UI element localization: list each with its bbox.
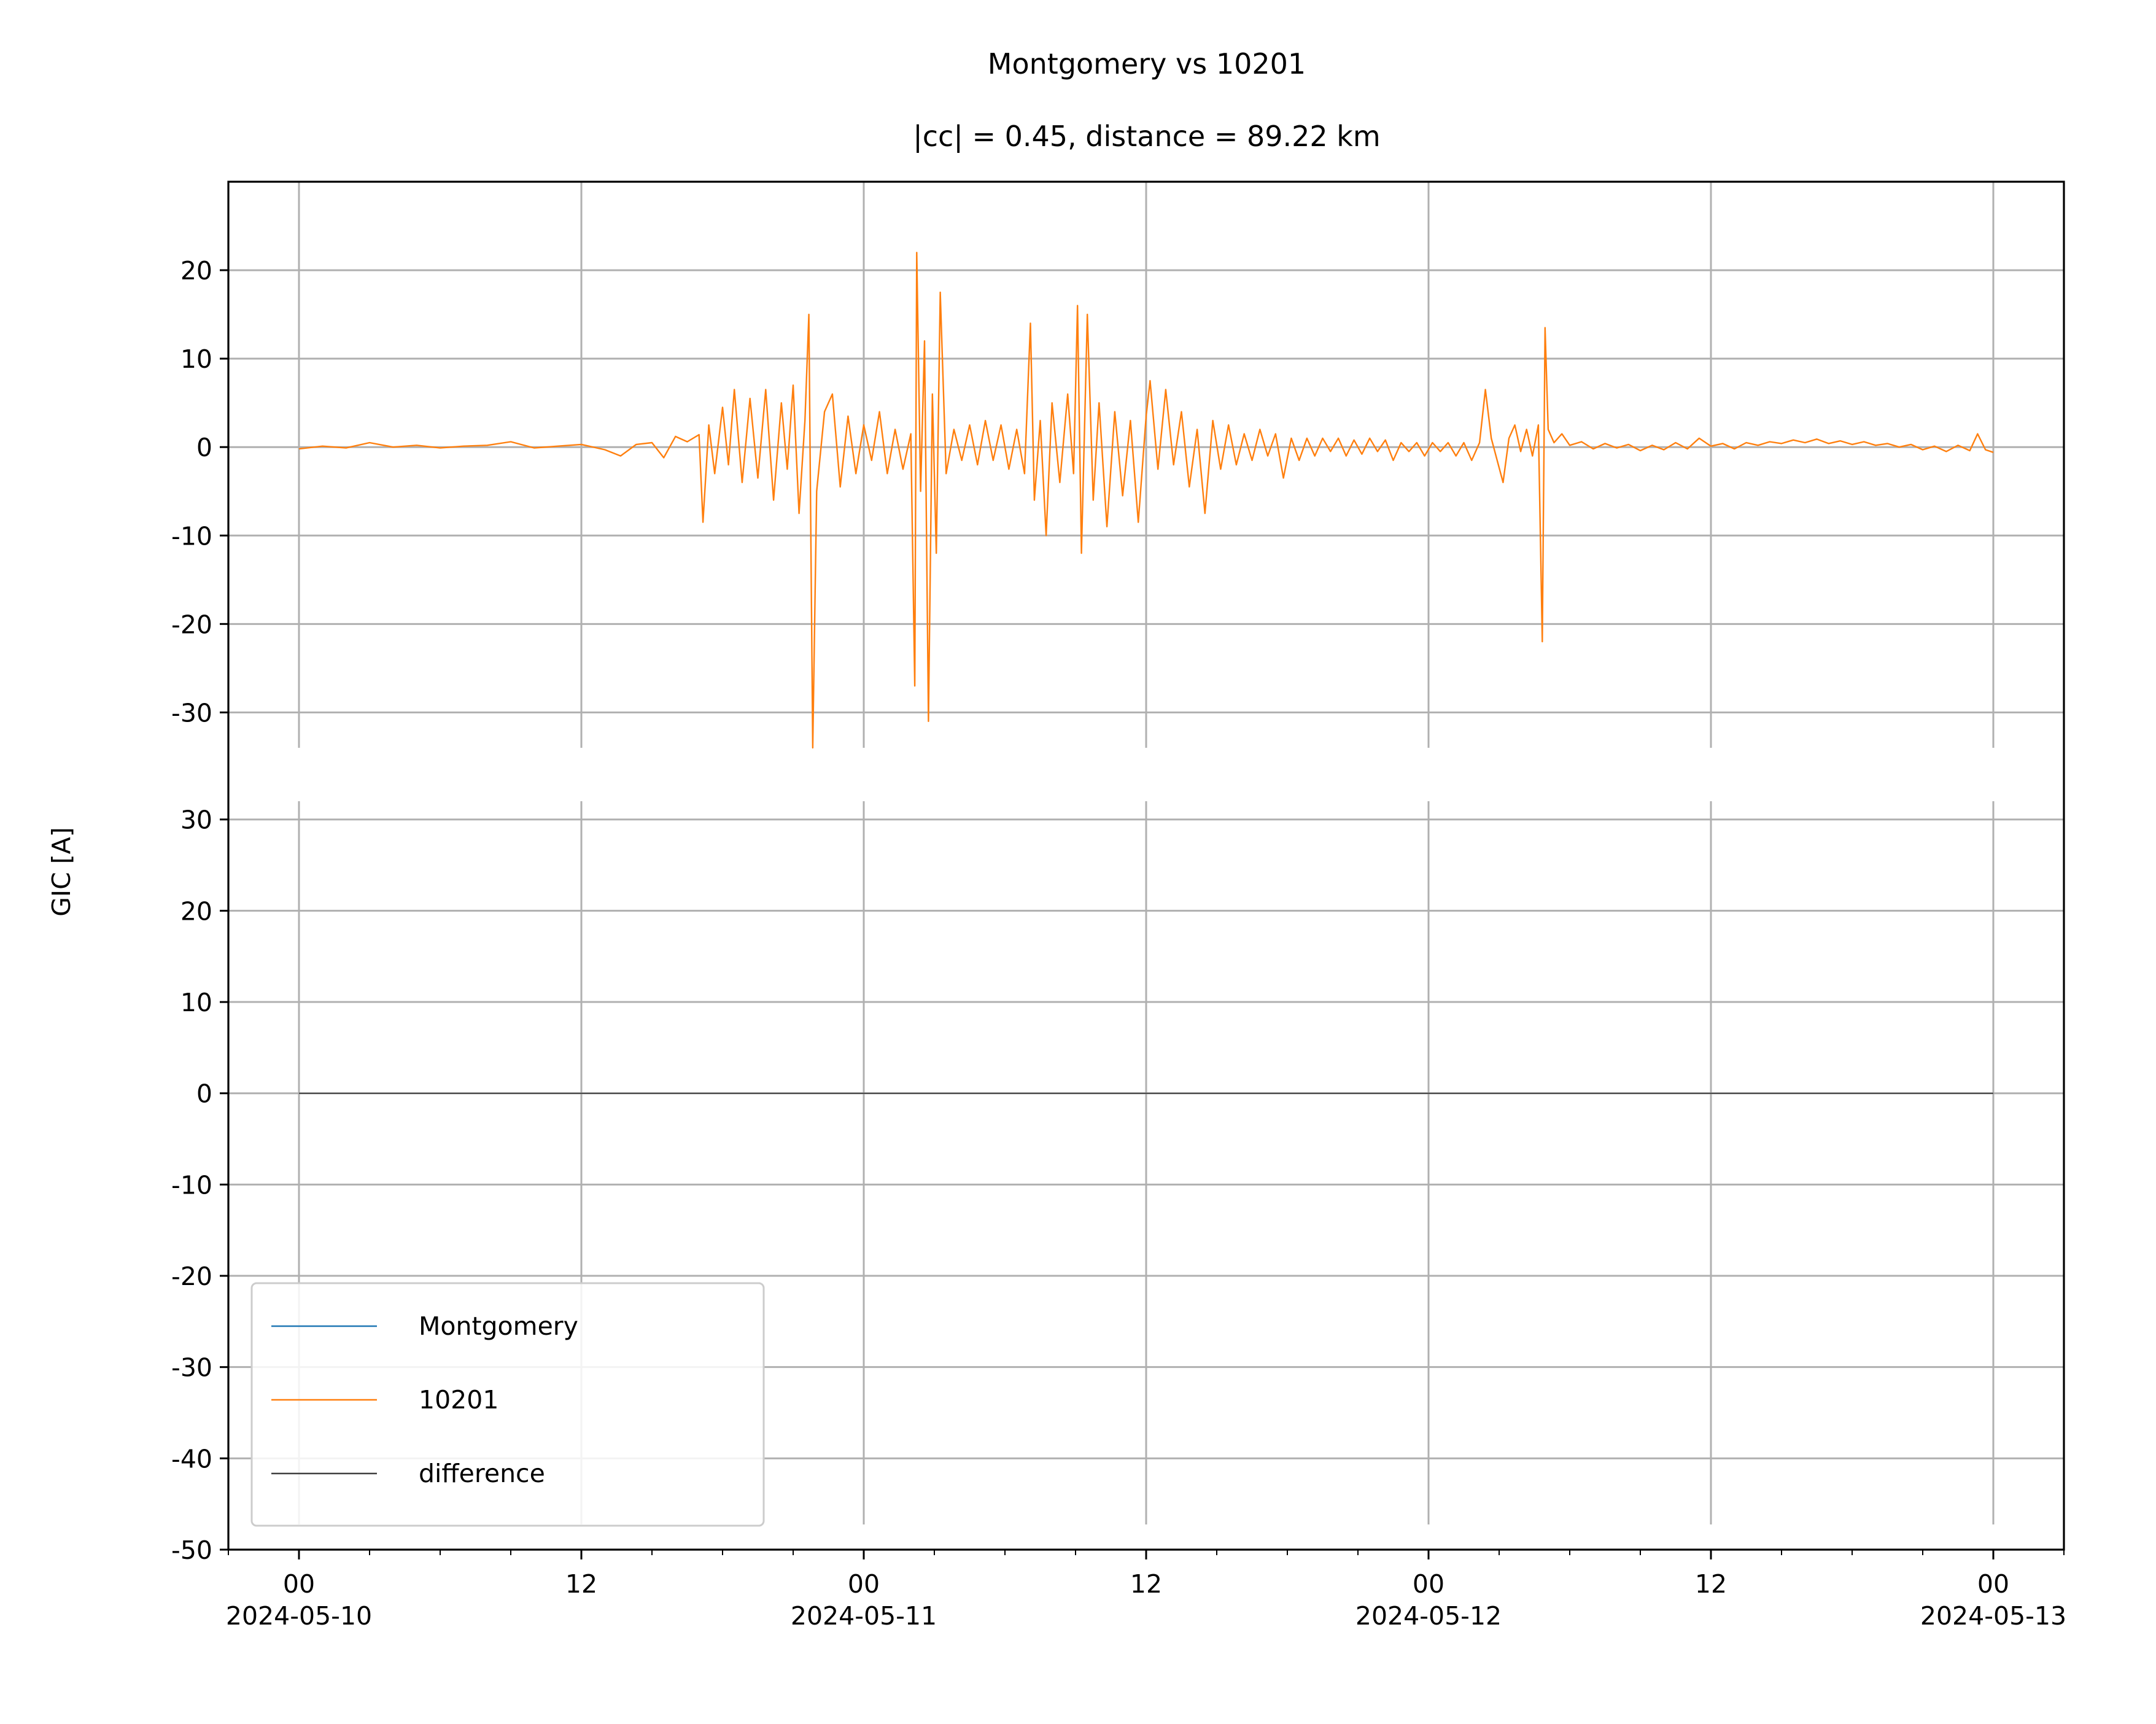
y-tick-label: 10 (180, 344, 212, 374)
axes (220, 181, 2065, 1559)
y-axis-label: GIC [A] (47, 827, 76, 917)
series-lines (298, 252, 1994, 1094)
legend-label: 10201 (419, 1385, 498, 1415)
x-tick-label: 00 (1977, 1569, 2009, 1599)
legend: Montgomery 10201 difference (250, 1282, 765, 1527)
x-tick-date-label: 2024-05-10 (226, 1601, 372, 1631)
y-tick-label: 0 (196, 433, 212, 462)
series-line-10201 (298, 252, 1994, 749)
y-tick-label: -40 (171, 1444, 212, 1474)
legend-label: difference (419, 1459, 545, 1488)
x-tick-label: 00 (848, 1569, 880, 1599)
y-tick-label: 20 (180, 256, 212, 285)
x-tick-label: 00 (1413, 1569, 1444, 1599)
y-tick-label: -10 (171, 521, 212, 551)
y-tick-label: 30 (180, 806, 212, 835)
y-tick-label: -30 (171, 698, 212, 728)
x-tick-label: 12 (565, 1569, 597, 1599)
x-tick-date-label: 2024-05-11 (791, 1601, 937, 1631)
y-tick-label: -50 (171, 1536, 212, 1565)
x-tick-label: 12 (1130, 1569, 1162, 1599)
y-tick-label: -30 (171, 1353, 212, 1383)
y-tick-label: -20 (171, 1262, 212, 1291)
legend-label: Montgomery (419, 1311, 578, 1341)
y-tick-label: -20 (171, 610, 212, 639)
chart-subtitle: |cc| = 0.45, distance = 89.22 km (913, 120, 1381, 153)
y-tick-label: -10 (171, 1170, 212, 1200)
y-tick-label: 20 (180, 896, 212, 926)
x-tick-date-label: 2024-05-13 (1920, 1601, 2066, 1631)
legend-box (250, 1282, 765, 1527)
tick-labels: 20100-10-20-303020100-10-20-30-40-500020… (171, 256, 2066, 1631)
x-tick-label: 12 (1695, 1569, 1727, 1599)
chart-title: Montgomery vs 10201 (988, 47, 1306, 80)
x-tick-date-label: 2024-05-12 (1355, 1601, 1502, 1631)
y-tick-label: 10 (180, 988, 212, 1017)
x-tick-label: 00 (283, 1569, 315, 1599)
y-tick-label: 0 (196, 1079, 212, 1109)
